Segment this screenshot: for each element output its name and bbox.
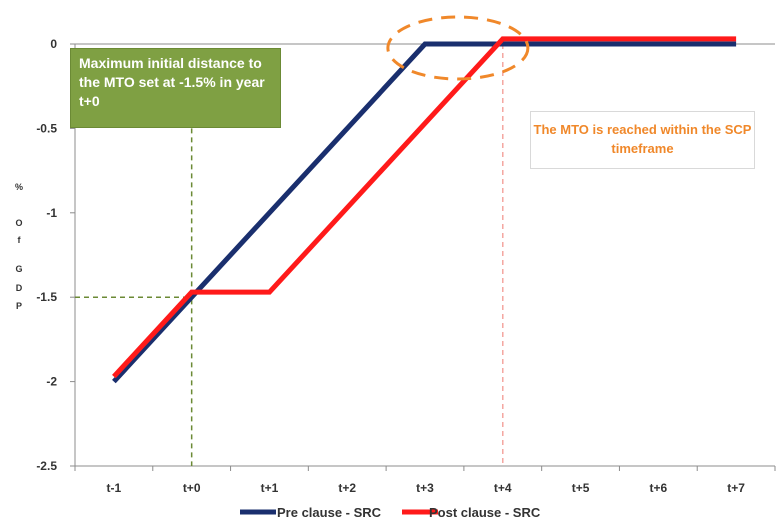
x-tick-label: t+4 — [494, 481, 512, 495]
y-axis-label-char: O — [15, 218, 22, 228]
series-line-pre-clause — [112, 41, 737, 384]
reference-lines — [75, 44, 504, 466]
x-tick-label: t+3 — [416, 481, 434, 495]
y-axis-label-char: % — [15, 182, 23, 192]
y-axis-label-char: P — [16, 301, 22, 311]
highlight-ellipse-group — [386, 15, 530, 81]
x-tick-label: t+2 — [338, 481, 356, 495]
legend: Pre clause - SRC Post clause - SRC — [240, 505, 541, 520]
series-line-post-clause — [112, 36, 737, 379]
y-axis-label-char: G — [15, 264, 22, 274]
x-tick-label: t-1 — [107, 481, 122, 495]
x-tick-label: t+7 — [727, 481, 745, 495]
y-tick-label: -2.5 — [36, 459, 57, 473]
y-tick-label: -1 — [46, 206, 57, 220]
y-tick-label: -1.5 — [36, 290, 57, 304]
annotation-initial-distance: Maximum initial distance to the MTO set … — [70, 48, 281, 128]
y-axis-label-char: f — [18, 235, 22, 245]
y-tick-label: -0.5 — [36, 121, 57, 135]
tick-labels: 0 -0.5 -1 -1.5 -2 -2.5 t-1 t+0 t+1 t+2 t+3 t+4 t+5 t+… — [36, 37, 745, 495]
y-axis-label-char: D — [16, 283, 23, 293]
y-tick-label: 0 — [50, 37, 57, 51]
y-tick-label: -2 — [46, 375, 57, 389]
x-tick-label: t+6 — [649, 481, 667, 495]
x-tick-label: t+5 — [572, 481, 590, 495]
highlight-ellipse — [386, 15, 530, 81]
annotation-mto-reached: The MTO is reached within the SCP timefr… — [530, 111, 755, 169]
x-tick-label: t+0 — [183, 481, 201, 495]
legend-label-post-clause: Post clause - SRC — [429, 505, 541, 520]
x-tick-label: t+1 — [261, 481, 279, 495]
data-series — [112, 36, 737, 384]
y-axis-label: % Of GDP — [15, 182, 23, 311]
legend-label-pre-clause: Pre clause - SRC — [277, 505, 382, 520]
